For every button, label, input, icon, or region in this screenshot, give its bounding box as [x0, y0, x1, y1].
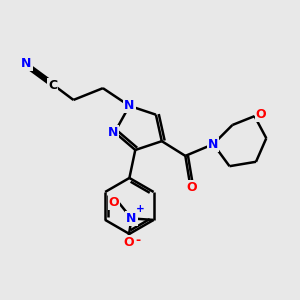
- Text: +: +: [135, 204, 144, 214]
- Text: N: N: [124, 99, 135, 112]
- Text: N: N: [21, 57, 32, 70]
- Text: O: O: [123, 236, 134, 249]
- Text: O: O: [109, 196, 119, 209]
- Text: N: N: [126, 212, 137, 225]
- Text: O: O: [186, 181, 196, 194]
- Text: -: -: [135, 234, 141, 247]
- Text: O: O: [256, 108, 266, 121]
- Text: N: N: [208, 138, 218, 151]
- Text: N: N: [108, 126, 119, 139]
- Text: C: C: [48, 79, 57, 92]
